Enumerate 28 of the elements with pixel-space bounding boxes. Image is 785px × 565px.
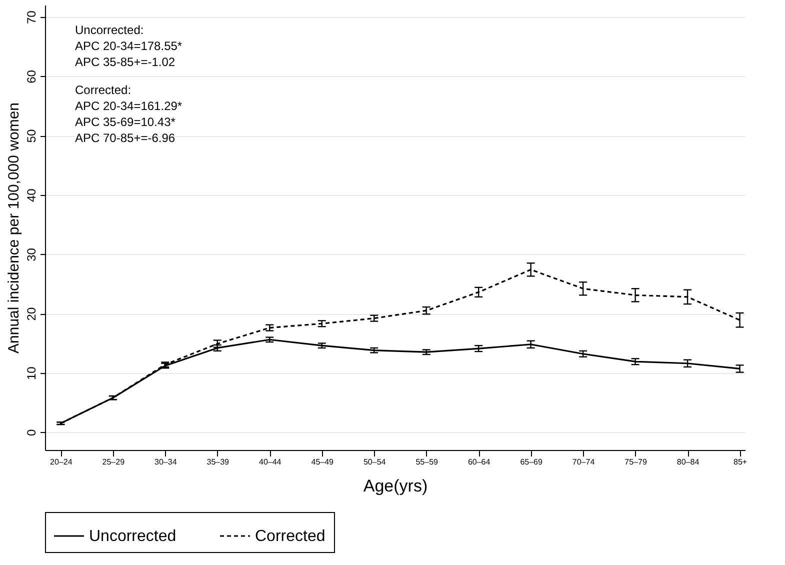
y-tick-label: 0: [24, 429, 38, 436]
annotation: Corrected: APC 20-34=161.29* APC 35-69=10.43* APC 70-85+=-6.96: [75, 83, 182, 145]
x-tick-label: 30–34: [154, 458, 178, 466]
x-axis-title: Age(yrs): [363, 476, 428, 496]
x-tick-label: 70–74: [572, 458, 596, 466]
x-tick-label: 80–84: [676, 458, 700, 466]
x-tick-label: 20–24: [50, 458, 73, 466]
x-tick-label: 45–49: [311, 458, 334, 466]
legend-label: Corrected: [255, 528, 326, 545]
x-tick-label: 35–39: [206, 458, 230, 466]
x-tick-label: 40–44: [259, 458, 282, 466]
y-tick-label: 70: [24, 10, 38, 24]
x-tick-label: 75–79: [624, 458, 648, 466]
x-tick-label: 65–69: [520, 458, 543, 466]
y-axis-title: Annual incidence per 100,000 women: [6, 102, 22, 354]
y-tick-label: 60: [24, 70, 38, 84]
x-tick-label: 25–29: [102, 458, 126, 466]
y-tick-label: 20: [24, 307, 38, 321]
x-tick-label: 60–64: [468, 458, 491, 466]
legend-label: Uncorrected: [89, 528, 176, 545]
y-tick-label: 10: [24, 366, 38, 380]
x-tick-label: 85+: [733, 458, 748, 466]
y-tick-label: 30: [24, 248, 38, 262]
y-tick-label: 40: [24, 188, 38, 202]
x-tick-label: 50–54: [363, 458, 386, 466]
y-tick-label: 50: [24, 129, 38, 143]
annotation: Uncorrected: APC 20-34=178.55* APC 35-85+=-1.02: [75, 23, 182, 69]
x-tick-label: 55–59: [416, 458, 439, 466]
